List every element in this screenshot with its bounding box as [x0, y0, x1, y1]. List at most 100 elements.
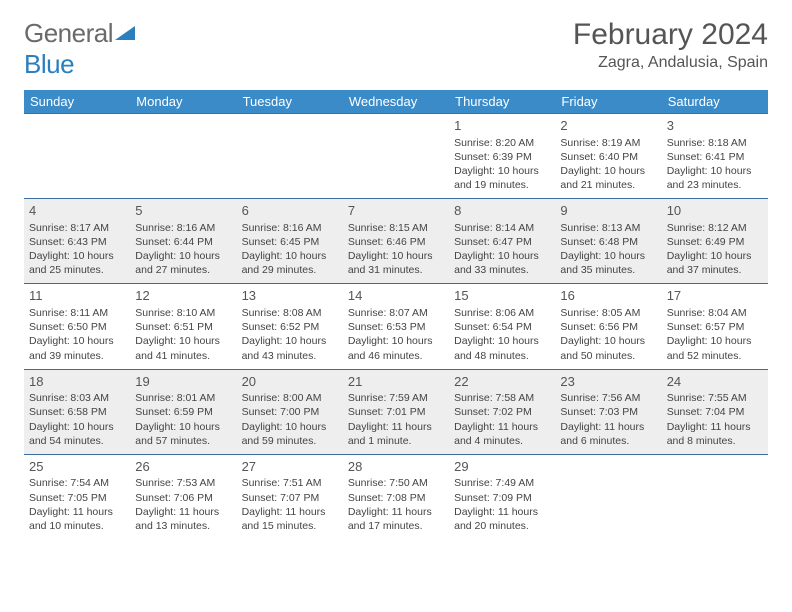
- calendar-cell: 17Sunrise: 8:04 AMSunset: 6:57 PMDayligh…: [662, 284, 768, 369]
- weekday-header: Tuesday: [237, 90, 343, 114]
- sunrise-text: Sunrise: 8:07 AM: [348, 306, 444, 320]
- day-number: 10: [667, 202, 763, 220]
- title-block: February 2024 Zagra, Andalusia, Spain: [573, 18, 768, 72]
- sunrise-text: Sunrise: 7:55 AM: [667, 391, 763, 405]
- daylight-text: Daylight: 11 hours and 4 minutes.: [454, 420, 550, 448]
- weekday-header: Thursday: [449, 90, 555, 114]
- calendar-cell: 13Sunrise: 8:08 AMSunset: 6:52 PMDayligh…: [237, 284, 343, 369]
- sunrise-text: Sunrise: 8:12 AM: [667, 221, 763, 235]
- sunrise-text: Sunrise: 8:18 AM: [667, 136, 763, 150]
- calendar-cell: 19Sunrise: 8:01 AMSunset: 6:59 PMDayligh…: [130, 369, 236, 454]
- day-number: 14: [348, 287, 444, 305]
- daylight-text: Daylight: 10 hours and 43 minutes.: [242, 334, 338, 362]
- day-number: 17: [667, 287, 763, 305]
- day-number: 26: [135, 458, 231, 476]
- calendar-cell: 8Sunrise: 8:14 AMSunset: 6:47 PMDaylight…: [449, 199, 555, 284]
- calendar-cell: 27Sunrise: 7:51 AMSunset: 7:07 PMDayligh…: [237, 454, 343, 539]
- sunset-text: Sunset: 6:48 PM: [560, 235, 656, 249]
- page-title: February 2024: [573, 18, 768, 52]
- sunrise-text: Sunrise: 8:16 AM: [242, 221, 338, 235]
- sunrise-text: Sunrise: 7:59 AM: [348, 391, 444, 405]
- calendar-cell: 28Sunrise: 7:50 AMSunset: 7:08 PMDayligh…: [343, 454, 449, 539]
- sunrise-text: Sunrise: 8:13 AM: [560, 221, 656, 235]
- calendar-cell: 25Sunrise: 7:54 AMSunset: 7:05 PMDayligh…: [24, 454, 130, 539]
- daylight-text: Daylight: 10 hours and 31 minutes.: [348, 249, 444, 277]
- calendar-cell: 16Sunrise: 8:05 AMSunset: 6:56 PMDayligh…: [555, 284, 661, 369]
- daylight-text: Daylight: 10 hours and 29 minutes.: [242, 249, 338, 277]
- sunset-text: Sunset: 7:06 PM: [135, 491, 231, 505]
- day-number: 13: [242, 287, 338, 305]
- daylight-text: Daylight: 10 hours and 46 minutes.: [348, 334, 444, 362]
- sunset-text: Sunset: 6:53 PM: [348, 320, 444, 334]
- day-number: 9: [560, 202, 656, 220]
- day-number: 25: [29, 458, 125, 476]
- logo-text-general: General: [24, 18, 113, 48]
- calendar-cell: 2Sunrise: 8:19 AMSunset: 6:40 PMDaylight…: [555, 114, 661, 199]
- sunset-text: Sunset: 6:44 PM: [135, 235, 231, 249]
- calendar-row: 25Sunrise: 7:54 AMSunset: 7:05 PMDayligh…: [24, 454, 768, 539]
- sunrise-text: Sunrise: 8:14 AM: [454, 221, 550, 235]
- day-number: 11: [29, 287, 125, 305]
- calendar-cell: 1Sunrise: 8:20 AMSunset: 6:39 PMDaylight…: [449, 114, 555, 199]
- daylight-text: Daylight: 10 hours and 35 minutes.: [560, 249, 656, 277]
- sunrise-text: Sunrise: 8:06 AM: [454, 306, 550, 320]
- calendar-cell: 14Sunrise: 8:07 AMSunset: 6:53 PMDayligh…: [343, 284, 449, 369]
- calendar-row: 1Sunrise: 8:20 AMSunset: 6:39 PM Daylight…: [24, 114, 768, 199]
- daylight-text: Daylight: 11 hours and 17 minutes.: [348, 505, 444, 533]
- sunset-text: Sunset: 6:54 PM: [454, 320, 550, 334]
- calendar-cell: 18Sunrise: 8:03 AMSunset: 6:58 PMDayligh…: [24, 369, 130, 454]
- sunrise-text: Sunrise: 7:56 AM: [560, 391, 656, 405]
- day-number: 29: [454, 458, 550, 476]
- calendar-cell: 7Sunrise: 8:15 AMSunset: 6:46 PMDaylight…: [343, 199, 449, 284]
- daylight-text: Daylight: 10 hours and 27 minutes.: [135, 249, 231, 277]
- day-number: 18: [29, 373, 125, 391]
- daylight-text: Daylight: 10 hours and 52 minutes.: [667, 334, 763, 362]
- sunset-text: Sunset: 6:39 PM: [454, 150, 550, 164]
- sunset-text: Sunset: 6:51 PM: [135, 320, 231, 334]
- day-number: 1: [454, 117, 550, 135]
- weekday-header-row: Sunday Monday Tuesday Wednesday Thursday…: [24, 90, 768, 114]
- daylight-text: Daylight: 11 hours and 6 minutes.: [560, 420, 656, 448]
- daylight-text: Daylight: 10 hours and 23 minutes.: [667, 164, 763, 192]
- day-number: 15: [454, 287, 550, 305]
- sunrise-text: Sunrise: 8:05 AM: [560, 306, 656, 320]
- sunrise-text: Sunrise: 8:20 AM: [454, 136, 550, 150]
- sunset-text: Sunset: 7:04 PM: [667, 405, 763, 419]
- day-number: 8: [454, 202, 550, 220]
- sunrise-text: Sunrise: 8:04 AM: [667, 306, 763, 320]
- sunrise-text: Sunrise: 7:50 AM: [348, 476, 444, 490]
- calendar-cell: 21Sunrise: 7:59 AMSunset: 7:01 PMDayligh…: [343, 369, 449, 454]
- calendar-cell: 29Sunrise: 7:49 AMSunset: 7:09 PMDayligh…: [449, 454, 555, 539]
- calendar-row: 4Sunrise: 8:17 AMSunset: 6:43 PMDaylight…: [24, 199, 768, 284]
- sunset-text: Sunset: 7:01 PM: [348, 405, 444, 419]
- daylight-text: Daylight: 10 hours and 33 minutes.: [454, 249, 550, 277]
- sunrise-text: Sunrise: 8:17 AM: [29, 221, 125, 235]
- calendar-cell: 3Sunrise: 8:18 AMSunset: 6:41 PMDaylight…: [662, 114, 768, 199]
- day-number: 27: [242, 458, 338, 476]
- daylight-text: Daylight: 10 hours and 57 minutes.: [135, 420, 231, 448]
- day-number: 7: [348, 202, 444, 220]
- sunset-text: Sunset: 6:59 PM: [135, 405, 231, 419]
- daylight-text: Daylight: 11 hours and 1 minute.: [348, 420, 444, 448]
- calendar-cell: [662, 454, 768, 539]
- day-number: 3: [667, 117, 763, 135]
- sunset-text: Sunset: 7:02 PM: [454, 405, 550, 419]
- sunrise-text: Sunrise: 8:01 AM: [135, 391, 231, 405]
- daylight-text: Daylight: 11 hours and 15 minutes.: [242, 505, 338, 533]
- sunrise-text: Sunrise: 8:16 AM: [135, 221, 231, 235]
- daylight-text: Daylight: 10 hours and 59 minutes.: [242, 420, 338, 448]
- calendar-row: 11Sunrise: 8:11 AMSunset: 6:50 PMDayligh…: [24, 284, 768, 369]
- sunset-text: Sunset: 6:40 PM: [560, 150, 656, 164]
- day-number: 2: [560, 117, 656, 135]
- sunset-text: Sunset: 7:05 PM: [29, 491, 125, 505]
- sunrise-text: Sunrise: 8:15 AM: [348, 221, 444, 235]
- day-number: 16: [560, 287, 656, 305]
- sunset-text: Sunset: 6:49 PM: [667, 235, 763, 249]
- daylight-text: Daylight: 10 hours and 50 minutes.: [560, 334, 656, 362]
- calendar-cell: 11Sunrise: 8:11 AMSunset: 6:50 PMDayligh…: [24, 284, 130, 369]
- weekday-header: Monday: [130, 90, 236, 114]
- daylight-text: Daylight: 10 hours and 41 minutes.: [135, 334, 231, 362]
- calendar-cell: 23Sunrise: 7:56 AMSunset: 7:03 PMDayligh…: [555, 369, 661, 454]
- daylight-text: Daylight: 10 hours and 39 minutes.: [29, 334, 125, 362]
- calendar-cell: 9Sunrise: 8:13 AMSunset: 6:48 PMDaylight…: [555, 199, 661, 284]
